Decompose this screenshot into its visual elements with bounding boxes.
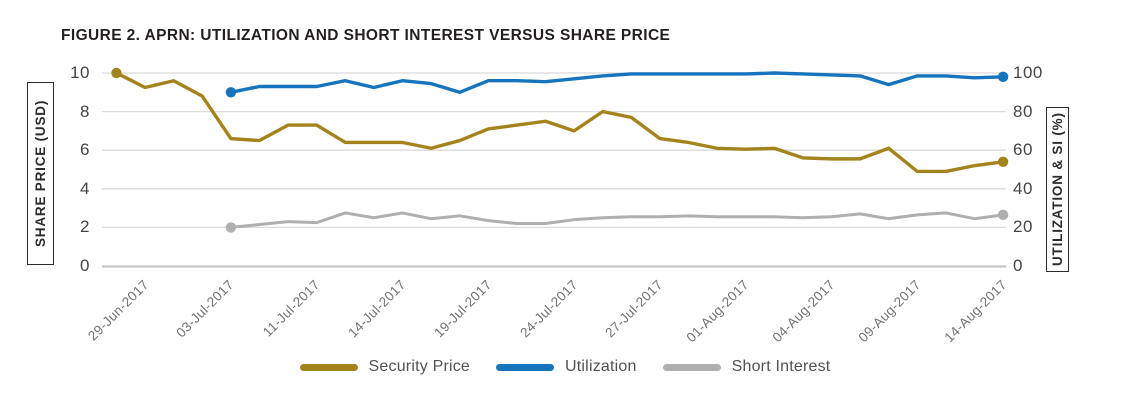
left-tick-label: 8 (80, 101, 90, 121)
legend-item-security-price: Security Price (299, 358, 471, 376)
legend-swatch-icon (662, 363, 721, 371)
left-tick-label: 6 (80, 140, 90, 160)
series-line-security-price (114, 71, 1005, 174)
right-tick-label: 40 (1013, 178, 1033, 198)
series-marker (225, 87, 237, 98)
legend-label: Security Price (368, 358, 471, 375)
legend-label: Utilization (565, 358, 637, 375)
series-line-utilization (229, 71, 1005, 95)
left-tick-label: 2 (80, 217, 90, 237)
legend-label: Short Interest (731, 358, 831, 375)
series-marker (225, 222, 237, 233)
right-tick-label: 80 (1013, 101, 1033, 121)
legend-item-short-interest: Short Interest (662, 358, 831, 376)
legend-item-utilization: Utilization (496, 358, 637, 376)
left-tick-label: 0 (80, 256, 90, 275)
legend-swatch-icon (299, 363, 358, 371)
figure-title: FIGURE 2. APRN: UTILIZATION AND SHORT IN… (61, 27, 671, 44)
series-marker (997, 71, 1009, 83)
left-tick-label: 10 (70, 63, 90, 82)
right-tick-label: 0 (1013, 256, 1023, 275)
series-marker (111, 67, 122, 79)
right-tick-label: 100 (1013, 63, 1043, 82)
series-marker (997, 156, 1009, 167)
legend: Security Price Utilization Short Interest (0, 358, 1130, 376)
series-marker (997, 209, 1009, 221)
series-line-short-interest (229, 211, 1005, 229)
legend-swatch-icon (496, 363, 555, 371)
right-tick-label: 20 (1013, 217, 1033, 237)
right-tick-label: 60 (1013, 140, 1033, 160)
left-tick-label: 4 (80, 178, 90, 198)
